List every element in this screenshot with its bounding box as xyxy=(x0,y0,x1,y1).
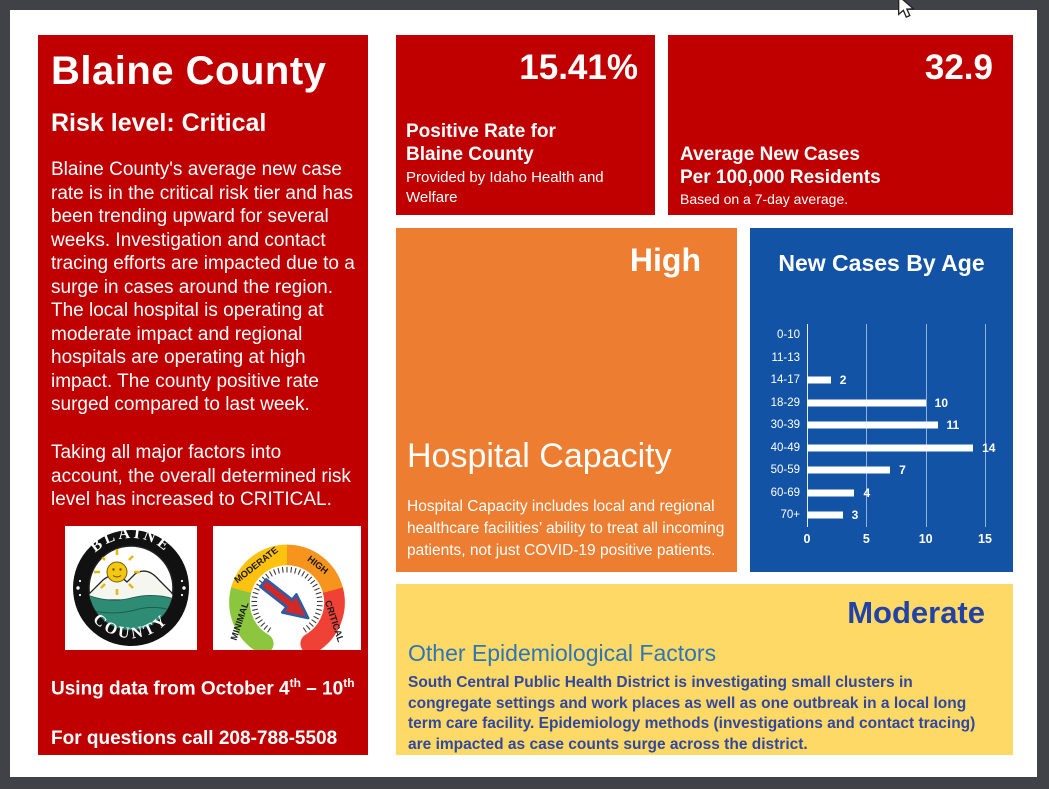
epi-factors-heading: Other Epidemiological Factors xyxy=(408,640,717,666)
risk-gauge-icon: MINIMAL MODERATE HIGH CRITICAL xyxy=(229,544,346,650)
age-group-label: 50-59 xyxy=(770,464,800,477)
summary-paragraph-2: Taking all major factors into account, t… xyxy=(51,442,351,511)
positive-rate-title: Positive Rate for Blaine County xyxy=(406,121,556,165)
epi-factors-panel: Moderate Other Epidemiological Factors S… xyxy=(396,584,1013,755)
data-period-text: Using data from October 4th – 10th xyxy=(51,675,355,699)
bar-value-label: 3 xyxy=(851,508,859,523)
page-title: Blaine County xyxy=(51,49,327,93)
avg-cases-value: 32.9 xyxy=(924,48,993,87)
epi-status-badge: Moderate xyxy=(847,595,985,630)
age-group-label: 0-10 xyxy=(776,329,800,342)
chart-row: 60-69 4 xyxy=(757,482,985,505)
age-bar-rows: 0-10 11-13 14-17 2 18-29 10 30-39 11 40-49 14 50-5… xyxy=(757,324,996,527)
positive-rate-source: Provided by Idaho Health and Welfare xyxy=(406,169,604,206)
bar-value-label: 7 xyxy=(899,463,906,478)
age-group-label: 30-39 xyxy=(770,419,800,432)
avg-cases-panel: 32.9 Average New Cases Per 100,000 Resid… xyxy=(668,35,1013,215)
age-group-label: 18-29 xyxy=(770,396,800,409)
x-axis-tick-label: 10 xyxy=(918,532,933,546)
age-bar xyxy=(807,511,843,519)
hospital-capacity-panel: High Hospital Capacity Hospital Capacity… xyxy=(396,228,737,572)
age-group-label: 60-69 xyxy=(770,486,800,499)
age-bar xyxy=(807,399,926,407)
age-group-label: 11-13 xyxy=(771,351,800,364)
avg-cases-note: Based on a 7-day average. xyxy=(680,191,849,207)
bar-value-label: 10 xyxy=(934,395,949,410)
cases-by-age-panel: New Cases By Age 0-10 11-13 14-17 2 18-29 10 3… xyxy=(750,228,1013,572)
bar-value-label: 4 xyxy=(863,485,871,500)
x-axis-ticks: 0 5 10 15 xyxy=(803,532,992,548)
chart-row: 40-49 14 xyxy=(757,437,996,460)
age-bar xyxy=(807,466,891,474)
chart-row: 11-13 xyxy=(757,347,985,370)
age-bar xyxy=(807,444,974,452)
infographic-page: Blaine County Risk level: Critical Blain… xyxy=(10,10,1037,777)
bar-value-label: 2 xyxy=(839,373,847,388)
age-bar xyxy=(807,376,831,384)
risk-level-heading: Risk level: Critical xyxy=(51,109,267,137)
age-group-label: 14-17 xyxy=(770,374,800,387)
risk-gauge-image: MINIMAL MODERATE HIGH CRITICAL xyxy=(213,525,361,650)
age-chart-title: New Cases By Age xyxy=(778,250,985,276)
chart-row: 0-10 xyxy=(757,324,985,347)
sun-icon xyxy=(94,548,140,595)
chart-row: 70+ 3 xyxy=(757,504,985,527)
contact-phone-text: For questions call 208-788-5508 xyxy=(51,727,338,749)
age-bar xyxy=(807,421,938,429)
mouse-cursor-icon xyxy=(898,0,915,18)
chart-row: 18-29 10 xyxy=(757,392,985,415)
logo-row: BLAINE COUNTY xyxy=(65,525,361,650)
age-bar xyxy=(807,489,855,497)
hospital-capacity-title: Hospital Capacity xyxy=(407,437,672,475)
x-axis-tick-label: 0 xyxy=(803,532,811,546)
age-chart: 0-10 11-13 14-17 2 18-29 10 30-39 11 40-49 14 50-5… xyxy=(757,324,996,550)
epi-factors-body: South Central Public Health District is … xyxy=(408,674,976,753)
positive-rate-panel: 15.41% Positive Rate for Blaine County P… xyxy=(396,35,655,215)
county-seal-image: BLAINE COUNTY xyxy=(65,525,197,650)
chart-row: 14-17 2 xyxy=(757,369,985,392)
chart-gridline xyxy=(985,324,986,527)
chart-row: 50-59 7 xyxy=(757,459,985,482)
bar-value-label: 11 xyxy=(946,418,960,433)
avg-cases-title: Average New Cases Per 100,000 Residents xyxy=(680,144,881,188)
x-axis-tick-label: 15 xyxy=(978,532,992,546)
bar-value-label: 14 xyxy=(982,440,996,455)
hospital-status-badge: High xyxy=(629,242,701,278)
chart-row: 30-39 11 xyxy=(757,414,985,437)
county-summary-panel: Blaine County Risk level: Critical Blain… xyxy=(38,35,368,755)
summary-paragraph-1: Blaine County's average new case rate is… xyxy=(51,159,355,416)
gauge-needle-arrow xyxy=(259,577,310,620)
age-group-label: 40-49 xyxy=(770,441,800,454)
positive-rate-value: 15.41% xyxy=(519,48,638,87)
hospital-capacity-description: Hospital Capacity includes local and reg… xyxy=(407,498,725,559)
county-seal-icon: BLAINE COUNTY xyxy=(73,526,189,646)
x-axis-tick-label: 5 xyxy=(862,532,870,546)
age-group-label: 70+ xyxy=(780,509,800,522)
